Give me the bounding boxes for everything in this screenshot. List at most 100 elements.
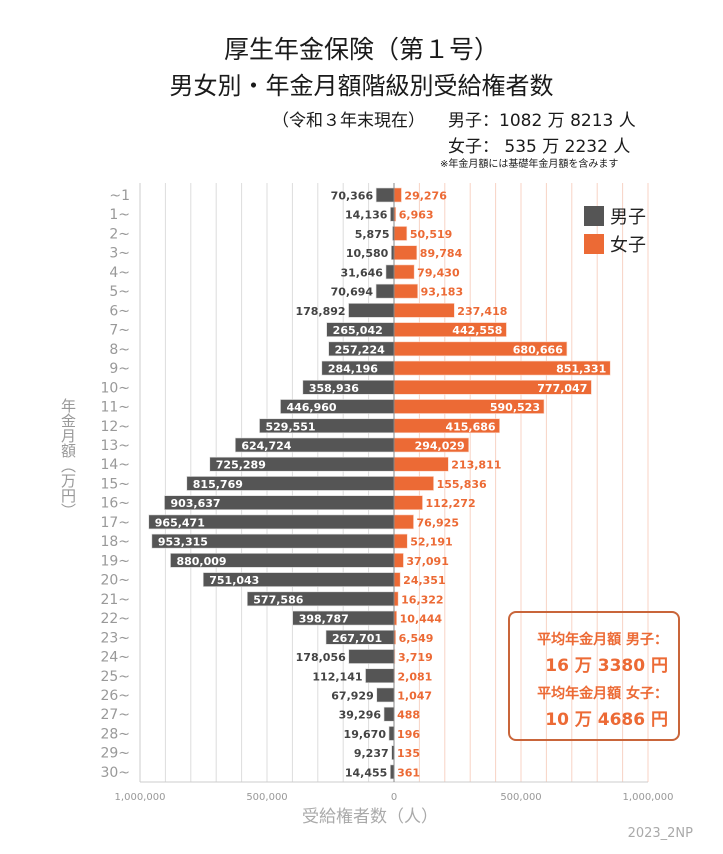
y-tick-label: 27~ [100,707,130,723]
female-value-label: 442,558 [452,324,502,337]
male-bar [375,283,395,299]
female-average-label: 平均年金月額 女子： [537,686,668,702]
male-value-label: 624,724 [241,439,291,452]
male-bar [390,764,395,780]
female-value-label: 24,351 [403,574,445,587]
female-bar [393,572,401,587]
male-value-label: 70,694 [331,286,374,299]
y-tick-label: 5~ [109,284,130,300]
female-value-label: 6,549 [399,632,434,645]
female-bar [393,303,455,318]
y-tick-label: 12~ [100,419,130,435]
female-bar [393,245,418,260]
footnote: ※年金月額には基礎年金月額を含みます [440,159,619,170]
female-value-label: 89,784 [420,247,463,260]
chart-subtitle: 男女別・年金月額階級別受給権者数 [169,72,554,100]
male-value-label: 358,936 [309,382,359,395]
legend-female-label: 女子 [610,235,646,256]
male-value-label: 267,701 [332,632,382,645]
female-value-label: 361 [397,766,420,779]
male-value-label: 446,960 [286,401,336,414]
female-value-label: 50,519 [410,228,452,241]
male-value-label: 284,196 [328,363,378,376]
female-bar [393,264,415,280]
male-value-label: 39,296 [339,709,382,722]
female-bar [393,456,449,472]
male-value-label: 751,043 [209,574,259,587]
y-tick-label: 4~ [109,265,130,281]
y-tick-label: 2~ [109,226,130,242]
female-bar [393,476,434,491]
y-tick-label: 8~ [109,342,130,358]
male-value-label: 112,141 [312,670,362,683]
male-value-label: 19,670 [344,728,387,741]
y-tick-label: 26~ [100,688,130,704]
female-value-label: 112,272 [426,497,476,510]
y-tick-label: 1~ [109,207,130,223]
male-value-label: 67,929 [331,689,373,702]
y-tick-label: 25~ [100,669,130,685]
female-value-label: 1,047 [397,689,432,702]
y-tick-label: 7~ [109,323,130,339]
y-tick-label: 18~ [100,534,130,550]
y-tick-label: 23~ [100,630,130,646]
male-value-label: 14,455 [345,766,387,779]
male-value-label: 529,551 [265,420,315,433]
female-value-label: 237,418 [457,305,507,318]
y-tick-label: 20~ [100,573,130,589]
y-tick-label: 6~ [109,303,130,319]
y-tick-label: 30~ [100,765,130,781]
y-tick-label: 24~ [100,650,130,666]
female-value-label: 79,430 [417,266,460,279]
female-value-label: 488 [397,709,420,722]
x-tick-label: 1,000,000 [623,792,674,803]
male-value-label: 5,875 [355,228,390,241]
male-value-label: 14,136 [345,209,388,222]
female-value-label: 155,836 [437,478,487,491]
female-value-label: 213,811 [451,459,501,472]
y-tick-label: 22~ [100,611,130,627]
y-tick-label: 3~ [109,246,130,262]
female-value-label: 851,331 [556,363,606,376]
y-tick-label: 9~ [109,361,130,377]
female-value-label: 294,029 [415,439,465,452]
male-value-label: 178,892 [295,305,345,318]
chart-title: 厚生年金保険（第１号） [223,35,499,64]
legend-male-label: 男子 [610,207,646,228]
y-tick-label: 19~ [100,553,130,569]
male-bar [390,206,395,222]
female-value-label: 590,523 [490,401,540,414]
male-bar [376,687,395,703]
male-value-label: 815,769 [193,478,243,491]
x-tick-label: 1,000,000 [115,792,166,803]
female-bar [393,226,408,241]
male-bar [348,649,395,664]
female-bar [393,591,399,607]
female-bar [393,495,423,510]
female-value-label: 76,925 [417,516,459,529]
male-average-value: 16 万 3380 円 [545,656,668,676]
female-value-label: 3,719 [398,651,433,664]
y-tick-label: 15~ [100,476,130,492]
male-value-label: 257,224 [335,343,385,356]
female-value-label: 135 [397,747,420,760]
female-value-label: 196 [397,728,420,741]
legend-female-swatch [584,234,604,254]
male-value-label: 178,056 [296,651,346,664]
male-value-label: 70,366 [331,190,374,203]
male-bar [385,264,395,280]
male-value-label: 953,315 [158,536,208,549]
legend-male-swatch [584,206,604,226]
female-bar [393,533,408,549]
y-tick-label: 21~ [100,592,130,608]
female-value-label: 52,191 [410,536,452,549]
male-bar [365,668,395,684]
male-total: 男子：1082 万 8213 人 [448,111,636,131]
y-tick-label: ~1 [109,188,130,204]
male-bar [375,187,395,203]
y-tick-label: 16~ [100,496,130,512]
x-axis-label: 受給権者数（人） [302,807,438,827]
female-total: 女子： 535 万 2232 人 [448,137,631,157]
